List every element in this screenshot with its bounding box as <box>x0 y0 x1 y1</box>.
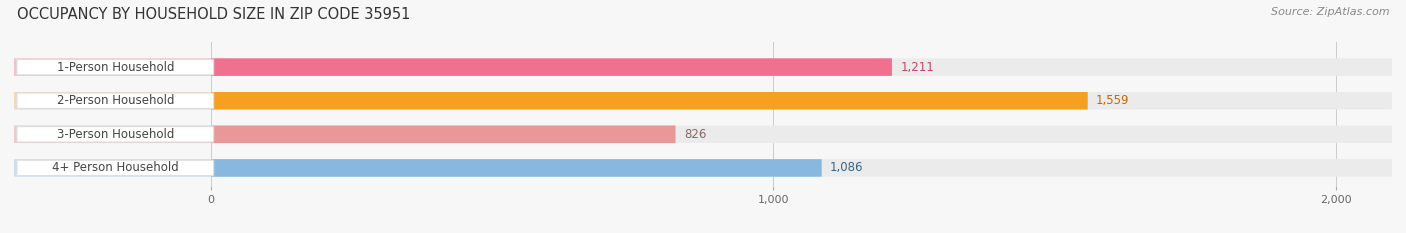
Text: 1,086: 1,086 <box>830 161 863 175</box>
FancyBboxPatch shape <box>14 126 675 143</box>
FancyBboxPatch shape <box>17 160 214 176</box>
FancyBboxPatch shape <box>14 92 1392 110</box>
Text: 1-Person Household: 1-Person Household <box>56 61 174 74</box>
FancyBboxPatch shape <box>14 126 1392 143</box>
Text: Source: ZipAtlas.com: Source: ZipAtlas.com <box>1271 7 1389 17</box>
Text: 3-Person Household: 3-Person Household <box>56 128 174 141</box>
Text: 2-Person Household: 2-Person Household <box>56 94 174 107</box>
FancyBboxPatch shape <box>17 127 214 142</box>
FancyBboxPatch shape <box>14 92 1088 110</box>
Text: OCCUPANCY BY HOUSEHOLD SIZE IN ZIP CODE 35951: OCCUPANCY BY HOUSEHOLD SIZE IN ZIP CODE … <box>17 7 411 22</box>
FancyBboxPatch shape <box>14 159 1392 177</box>
Text: 1,559: 1,559 <box>1097 94 1129 107</box>
FancyBboxPatch shape <box>17 93 214 108</box>
Text: 1,211: 1,211 <box>900 61 934 74</box>
FancyBboxPatch shape <box>211 126 675 143</box>
FancyBboxPatch shape <box>211 159 821 177</box>
FancyBboxPatch shape <box>17 59 214 75</box>
FancyBboxPatch shape <box>14 58 891 76</box>
Text: 4+ Person Household: 4+ Person Household <box>52 161 179 175</box>
FancyBboxPatch shape <box>211 92 1088 110</box>
FancyBboxPatch shape <box>14 159 821 177</box>
FancyBboxPatch shape <box>14 58 1392 76</box>
Text: 826: 826 <box>683 128 706 141</box>
FancyBboxPatch shape <box>211 58 891 76</box>
